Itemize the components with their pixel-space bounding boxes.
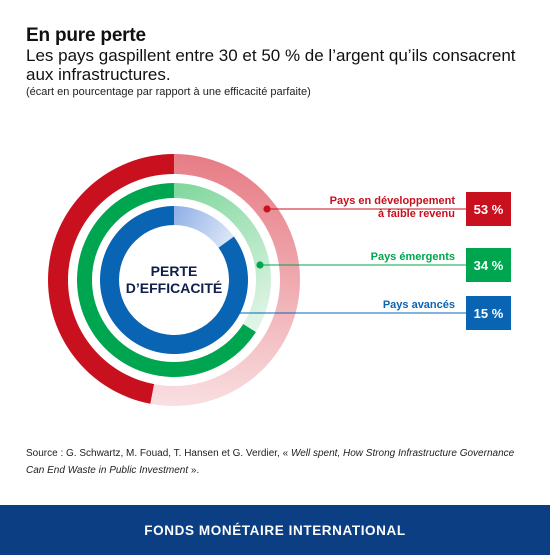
ring-efficient-outer <box>47 154 174 404</box>
chart-note: (écart en pourcentage par rapport à une … <box>26 86 311 98</box>
series-label: Pays avancés <box>383 299 455 311</box>
value-label: 34 % <box>474 258 504 273</box>
source-title: Well spent, How Strong Infrastructure Go… <box>26 448 515 476</box>
footer-banner: FONDS MONÉTAIRE INTERNATIONAL <box>0 505 550 555</box>
series-label: Pays émergents <box>371 251 455 263</box>
ring-waste-outer <box>150 154 300 406</box>
source-suffix: ». <box>188 465 200 476</box>
value-label: 15 % <box>474 306 504 321</box>
ring-waste-inner <box>174 206 234 248</box>
footer-text: FONDS MONÉTAIRE INTERNATIONAL <box>144 522 406 538</box>
ring-waste-middle <box>174 183 271 332</box>
source-note: Source : G. Schwartz, M. Fouad, T. Hanse… <box>26 445 531 479</box>
center-label-line: D’EFFICACITÉ <box>126 280 222 296</box>
source-prefix: Source : G. Schwartz, M. Fouad, T. Hanse… <box>26 448 291 459</box>
chart-title: En pure perte <box>26 25 146 46</box>
chart-subtitle: Les pays gaspillent entre 30 et 50 % de … <box>26 46 516 84</box>
value-label: 53 % <box>474 202 504 217</box>
center-label-line: PERTE <box>151 263 198 279</box>
series-label: Pays en développement <box>330 195 456 207</box>
value-badge <box>466 296 511 330</box>
value-badge <box>466 248 511 282</box>
value-badge <box>466 192 511 226</box>
series-label: à faible revenu <box>378 208 455 220</box>
